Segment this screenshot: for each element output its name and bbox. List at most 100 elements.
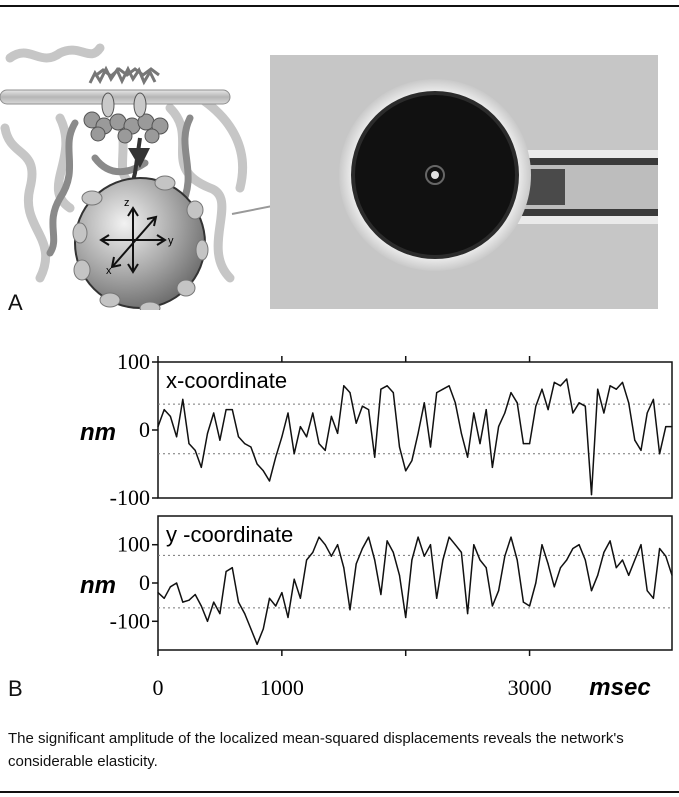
- data-point-1-15: [250, 628, 252, 630]
- data-point-0-16: [256, 463, 258, 465]
- data-point-1-65: [559, 567, 562, 569]
- data-point-0-0: [157, 426, 159, 428]
- y-tick-label-1-0: 100: [117, 532, 150, 557]
- data-point-0-79: [646, 412, 648, 414]
- data-point-1-35: [374, 559, 376, 561]
- data-point-0-36: [380, 388, 382, 390]
- data-point-0-57: [510, 392, 512, 394]
- data-point-1-14: [244, 613, 246, 615]
- series-title-1: y -coordinate: [166, 522, 293, 547]
- data-point-1-7: [200, 605, 202, 607]
- data-point-0-47: [448, 385, 450, 387]
- data-point-0-49: [460, 432, 463, 434]
- data-point-1-53: [485, 567, 487, 569]
- data-point-0-76: [628, 402, 630, 404]
- data-point-1-41: [411, 559, 413, 561]
- data-point-0-34: [367, 409, 370, 411]
- y-tick-label-0-0: 100: [117, 349, 150, 374]
- data-point-1-30: [343, 567, 345, 569]
- data-point-1-29: [336, 544, 339, 546]
- data-point-0-40: [405, 470, 407, 472]
- data-point-1-34: [367, 536, 370, 538]
- data-point-0-8: [206, 432, 209, 434]
- data-point-0-77: [634, 439, 636, 441]
- data-point-0-39: [398, 446, 401, 448]
- data-point-0-2: [169, 415, 171, 417]
- protein-cluster: [83, 92, 169, 144]
- data-point-0-19: [275, 456, 277, 458]
- data-point-1-43: [423, 555, 425, 557]
- data-point-0-70: [590, 494, 593, 496]
- data-point-0-37: [386, 385, 388, 387]
- data-point-0-28: [330, 415, 332, 417]
- data-point-1-44: [429, 544, 432, 546]
- data-point-0-55: [498, 426, 500, 428]
- bead-bumps: [72, 175, 209, 310]
- data-point-1-18: [268, 597, 271, 599]
- data-point-1-36: [380, 593, 382, 596]
- data-point-0-81: [659, 453, 661, 455]
- data-point-1-33: [361, 547, 363, 550]
- panel-a-label: A: [8, 290, 23, 315]
- membrane-bead-schematic: z y x: [0, 43, 248, 310]
- data-point-0-38: [392, 392, 394, 394]
- panel-b-label: B: [8, 676, 23, 701]
- data-point-0-35: [374, 456, 376, 458]
- data-point-0-43: [423, 402, 425, 404]
- data-point-0-20: [281, 436, 283, 438]
- data-point-0-42: [417, 432, 419, 434]
- data-point-1-17: [262, 628, 264, 630]
- data-point-1-63: [547, 563, 549, 565]
- data-point-0-4: [182, 398, 184, 400]
- data-point-0-45: [436, 392, 438, 394]
- data-point-0-72: [603, 412, 605, 414]
- data-point-1-59: [522, 601, 524, 603]
- data-point-1-75: [621, 559, 624, 561]
- data-point-0-33: [361, 405, 363, 407]
- data-point-1-67: [572, 547, 574, 550]
- data-point-1-61: [535, 582, 537, 584]
- data-point-1-79: [646, 590, 648, 592]
- data-point-1-47: [448, 536, 450, 538]
- data-point-1-69: [584, 559, 586, 561]
- data-point-0-63: [547, 409, 549, 411]
- data-point-1-20: [281, 591, 283, 594]
- data-point-1-74: [615, 567, 617, 569]
- data-point-0-22: [293, 453, 295, 455]
- x-axis-title: msec: [589, 674, 650, 700]
- data-point-1-10: [219, 613, 221, 615]
- data-point-0-29: [336, 432, 339, 434]
- data-point-0-31: [349, 392, 351, 394]
- data-point-0-52: [479, 443, 481, 445]
- data-point-1-82: [665, 555, 667, 557]
- data-point-1-37: [386, 540, 388, 542]
- x-axis-label: x: [106, 265, 112, 277]
- tether-head: [128, 148, 150, 168]
- data-point-0-73: [609, 385, 611, 387]
- data-point-1-16: [256, 643, 258, 645]
- data-point-1-4: [182, 601, 184, 603]
- data-line-0: [157, 378, 672, 496]
- data-point-1-6: [194, 593, 196, 596]
- data-point-0-60: [528, 443, 531, 445]
- data-point-1-56: [504, 555, 506, 557]
- data-point-0-75: [621, 381, 624, 383]
- data-point-1-48: [454, 544, 456, 546]
- data-point-1-11: [225, 570, 227, 573]
- data-point-0-27: [324, 449, 326, 451]
- data-line-1: [157, 536, 673, 646]
- data-point-0-18: [268, 480, 271, 482]
- data-point-0-1: [163, 409, 165, 411]
- x-tick-label-0: 0: [153, 675, 164, 700]
- z-axis-label: z: [124, 197, 130, 209]
- data-point-0-21: [287, 412, 289, 414]
- data-point-0-83: [671, 426, 673, 428]
- data-point-1-42: [417, 536, 419, 538]
- figure-caption: The significant amplitude of the localiz…: [8, 730, 624, 770]
- y-axis-label: y: [168, 235, 174, 247]
- data-point-0-9: [213, 412, 215, 414]
- data-point-0-30: [343, 385, 345, 387]
- data-point-0-24: [306, 436, 308, 438]
- data-point-0-78: [640, 449, 642, 451]
